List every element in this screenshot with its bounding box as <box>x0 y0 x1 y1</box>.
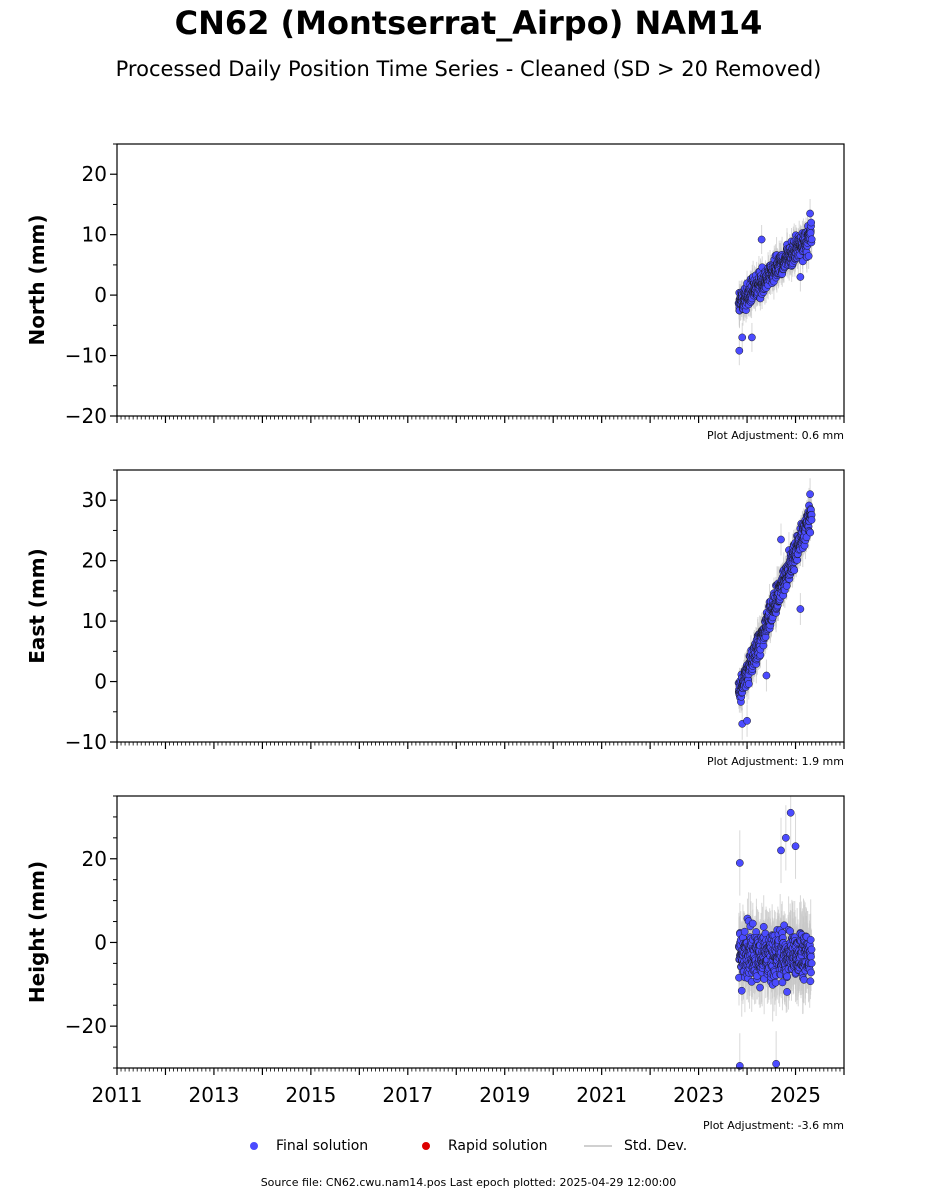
xtick-label: 2013 <box>188 1083 239 1107</box>
east-ytick-label: 30 <box>82 488 107 512</box>
east-ytick-label: 20 <box>82 549 107 573</box>
north-data-point <box>735 346 744 355</box>
height-data-point <box>771 978 780 987</box>
legend-stddev-label: Std. Dev. <box>624 1138 688 1154</box>
north-ytick-label: 10 <box>82 223 107 247</box>
height-data-point <box>783 988 791 996</box>
height-plot-adjustment: Plot Adjustment: -3.6 mm <box>703 1119 844 1132</box>
height-data-point <box>783 972 791 981</box>
height-data-point <box>778 978 787 987</box>
height-data-point <box>740 927 749 936</box>
rapid-solution-marker <box>422 1142 430 1150</box>
north-plot-adjustment: Plot Adjustment: 0.6 mm <box>706 429 844 442</box>
north-data-point <box>806 229 815 237</box>
north-ytick-label: −20 <box>65 404 107 428</box>
east-data-point <box>806 490 814 499</box>
height-data-point <box>807 945 816 954</box>
height-data-point <box>737 986 746 995</box>
east-data-point <box>744 680 753 688</box>
east-data-point <box>796 605 805 613</box>
north-data-point <box>748 333 756 342</box>
legend-stddev: Std. Dev. <box>584 1138 687 1154</box>
north-data-point <box>806 209 814 218</box>
height-data-point <box>807 959 816 968</box>
chart-subtitle: Processed Daily Position Time Series - C… <box>115 57 822 81</box>
height-data-point <box>735 859 744 867</box>
height-data-point <box>806 977 815 986</box>
source-footer: Source file: CN62.cwu.nam14.pos Last epo… <box>260 1176 677 1189</box>
height-data-point <box>786 808 795 817</box>
north-axes-frame <box>116 143 845 417</box>
height-data-point <box>777 846 785 855</box>
height-ytick-label: 20 <box>82 847 107 871</box>
height-data-point <box>807 952 815 961</box>
xtick-label: 2017 <box>382 1083 433 1107</box>
final-solution-marker <box>250 1142 258 1150</box>
xtick-label: 2019 <box>479 1083 530 1107</box>
xtick-label: 2021 <box>576 1083 627 1107</box>
height-data-point <box>759 922 768 931</box>
east-data-point <box>777 535 785 544</box>
north-data-point <box>804 252 813 260</box>
east-axes-frame <box>116 469 845 743</box>
east-ytick-label: 0 <box>94 670 107 694</box>
north-data-point <box>807 218 816 227</box>
height-axes-frame <box>116 795 845 1069</box>
north-ytick-label: 0 <box>94 283 107 307</box>
east-data-point <box>790 566 799 575</box>
north-data-point <box>807 235 816 244</box>
east-ytick-label: −10 <box>65 730 107 754</box>
xtick-label: 2023 <box>673 1083 724 1107</box>
height-data-point <box>800 975 808 984</box>
xtick-label: 2015 <box>285 1083 336 1107</box>
height-data-point <box>772 1059 780 1068</box>
east-data-point <box>807 516 816 524</box>
north-data-point <box>757 235 766 244</box>
east-ytick-label: 10 <box>82 609 107 633</box>
chart-title: CN62 (Montserrat_Airpo) NAM14 <box>174 4 763 42</box>
north-ytick-label: 20 <box>82 162 107 186</box>
height-data-point <box>781 833 790 842</box>
height-ytick-label: 0 <box>94 930 107 954</box>
east-data-point <box>782 582 791 590</box>
north-data-point <box>796 273 805 281</box>
north-ytick-label: −10 <box>65 344 107 368</box>
legend-rapid-label: Rapid solution <box>448 1138 548 1154</box>
height-data-point <box>780 921 788 930</box>
east-data-point <box>762 671 771 680</box>
height-data-point <box>791 842 800 851</box>
height-data-point <box>756 983 764 992</box>
stddev-line-marker <box>584 1145 612 1147</box>
east-data-point <box>806 528 815 537</box>
east-plot-adjustment: Plot Adjustment: 1.9 mm <box>706 755 844 768</box>
legend-rapid: Rapid solution <box>422 1138 548 1154</box>
xtick-label: 2011 <box>92 1083 143 1107</box>
east-data-point <box>743 716 751 725</box>
xtick-label: 2025 <box>770 1083 821 1107</box>
height-data-point <box>807 968 815 977</box>
north-data-point <box>738 333 747 342</box>
legend-final: Final solution <box>250 1138 368 1154</box>
height-data-point <box>806 935 815 944</box>
height-ytick-label: −20 <box>65 1014 107 1038</box>
height-data-point <box>748 919 757 928</box>
legend-final-label: Final solution <box>276 1138 369 1154</box>
